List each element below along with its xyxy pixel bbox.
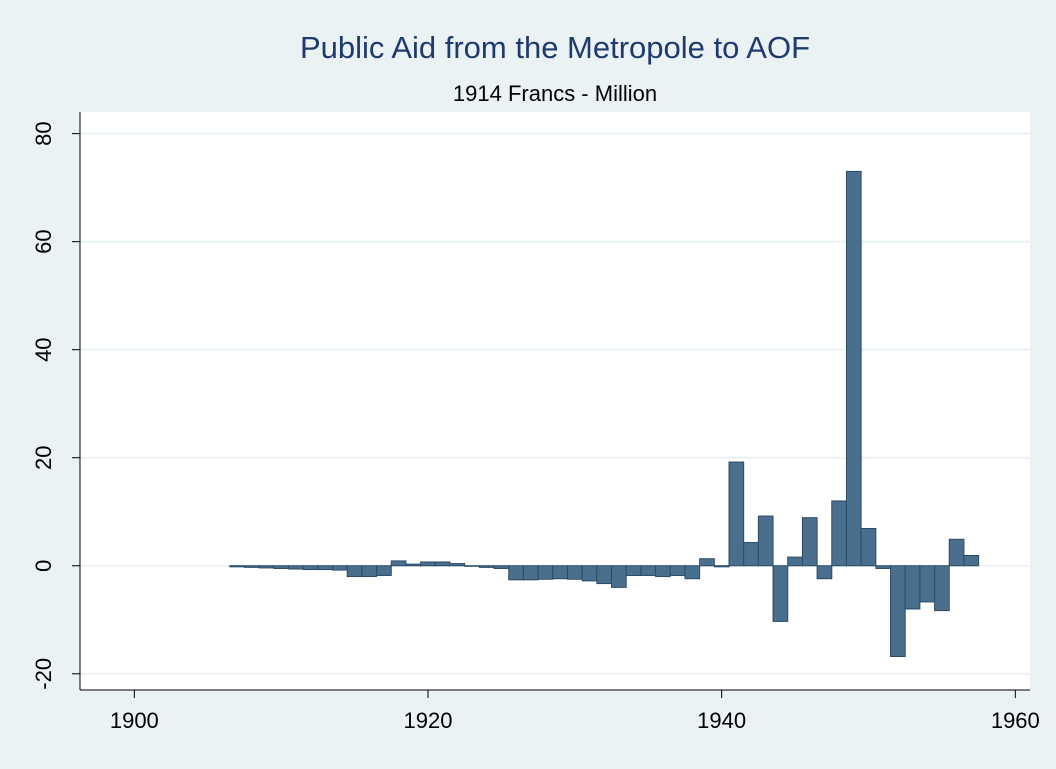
bar [743, 542, 759, 567]
bar [552, 565, 568, 580]
bar [464, 565, 480, 567]
bar [684, 565, 701, 580]
bar [288, 565, 304, 570]
bar [434, 561, 451, 567]
bar [478, 565, 495, 568]
bar [405, 563, 422, 567]
bar [596, 565, 613, 585]
bar [963, 554, 980, 567]
bar [757, 515, 774, 567]
chart-subtitle: 1914 Francs - Million [453, 81, 657, 106]
bar [273, 565, 290, 569]
bar [728, 461, 745, 567]
bar [860, 527, 877, 567]
bar [332, 565, 348, 571]
bar [376, 565, 392, 576]
bar [625, 565, 642, 576]
bar [611, 565, 627, 588]
bar [713, 565, 730, 568]
bars [229, 170, 980, 658]
bar [581, 565, 598, 582]
bar [522, 565, 539, 581]
x-tick-label: 1960 [991, 708, 1040, 733]
bar [640, 565, 657, 576]
bar [699, 558, 715, 567]
bar [772, 565, 789, 622]
bar [302, 565, 319, 571]
bar [801, 517, 818, 567]
x-tick-label: 1920 [404, 708, 453, 733]
bar [934, 565, 950, 612]
bar [508, 565, 524, 581]
bar [566, 565, 583, 580]
plot-area [80, 112, 1030, 690]
bar [669, 565, 686, 576]
bar [787, 556, 803, 567]
bar [317, 565, 334, 571]
bar [420, 561, 436, 567]
bar [229, 565, 245, 568]
bar [537, 565, 554, 580]
y-tick-label: 60 [31, 229, 56, 253]
bar [816, 565, 833, 580]
bar [258, 565, 275, 569]
bar [243, 565, 260, 568]
y-tick-label: 40 [31, 337, 56, 361]
bar [493, 565, 510, 569]
y-tick-label: 20 [31, 445, 56, 469]
x-tick-label: 1900 [110, 708, 159, 733]
bar [449, 563, 466, 567]
bar [655, 565, 671, 578]
x-tick-label: 1940 [697, 708, 746, 733]
axes: -20 0 20 40 60 80 1900 1920 1940 1960 [31, 112, 1040, 733]
y-tick-label: 0 [31, 560, 56, 572]
bar [390, 560, 407, 567]
chart-title: Public Aid from the Metropole to AOF [300, 30, 810, 65]
y-tick-label: 80 [31, 121, 56, 145]
bar [361, 565, 378, 578]
bar [948, 538, 965, 567]
bar [845, 170, 862, 567]
bar [904, 565, 921, 610]
bar [875, 565, 892, 569]
bar [890, 565, 906, 658]
bar [919, 565, 936, 603]
y-tick-label: -20 [31, 658, 56, 690]
bar [831, 500, 847, 567]
bar [346, 565, 363, 578]
